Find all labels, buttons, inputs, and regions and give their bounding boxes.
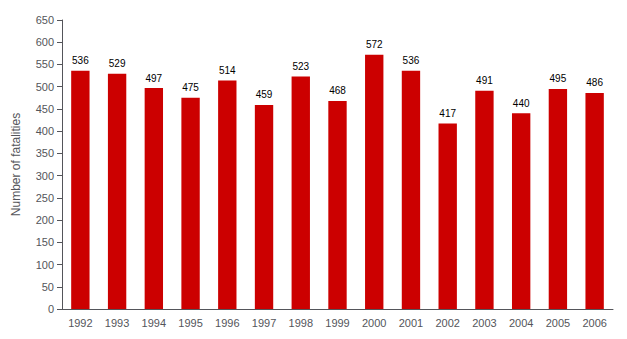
svg-text:475: 475 <box>182 82 199 93</box>
svg-text:529: 529 <box>109 58 126 69</box>
svg-text:200: 200 <box>36 214 54 226</box>
svg-text:2006: 2006 <box>582 317 606 329</box>
svg-text:2005: 2005 <box>546 317 570 329</box>
svg-text:100: 100 <box>36 259 54 271</box>
svg-text:495: 495 <box>550 73 567 84</box>
svg-text:523: 523 <box>292 61 309 72</box>
svg-text:0: 0 <box>48 303 54 315</box>
svg-text:1997: 1997 <box>252 317 276 329</box>
svg-text:497: 497 <box>145 73 162 84</box>
svg-text:1998: 1998 <box>289 317 313 329</box>
svg-text:468: 468 <box>329 85 346 96</box>
svg-text:514: 514 <box>219 65 236 76</box>
svg-text:486: 486 <box>586 77 603 88</box>
svg-text:150: 150 <box>36 236 54 248</box>
svg-text:2004: 2004 <box>509 317 533 329</box>
svg-text:1994: 1994 <box>142 317 166 329</box>
svg-text:600: 600 <box>36 36 54 48</box>
svg-text:417: 417 <box>439 108 456 119</box>
svg-text:572: 572 <box>366 39 383 50</box>
svg-text:500: 500 <box>36 81 54 93</box>
svg-text:440: 440 <box>513 98 530 109</box>
svg-text:250: 250 <box>36 192 54 204</box>
svg-text:350: 350 <box>36 147 54 159</box>
svg-text:459: 459 <box>256 89 273 100</box>
svg-text:536: 536 <box>72 55 89 66</box>
svg-text:400: 400 <box>36 125 54 137</box>
svg-text:1993: 1993 <box>105 317 129 329</box>
svg-text:1999: 1999 <box>325 317 349 329</box>
svg-text:1995: 1995 <box>178 317 202 329</box>
svg-text:2003: 2003 <box>472 317 496 329</box>
svg-text:450: 450 <box>36 103 54 115</box>
svg-text:1992: 1992 <box>68 317 92 329</box>
svg-text:2001: 2001 <box>399 317 423 329</box>
svg-text:Number of fatalities: Number of fatalities <box>9 113 23 216</box>
svg-text:2002: 2002 <box>435 317 459 329</box>
svg-text:536: 536 <box>403 55 420 66</box>
svg-text:491: 491 <box>476 75 493 86</box>
svg-text:550: 550 <box>36 58 54 70</box>
svg-text:2000: 2000 <box>362 317 386 329</box>
svg-text:50: 50 <box>42 281 54 293</box>
svg-text:300: 300 <box>36 170 54 182</box>
svg-text:1996: 1996 <box>215 317 239 329</box>
svg-text:650: 650 <box>36 14 54 26</box>
